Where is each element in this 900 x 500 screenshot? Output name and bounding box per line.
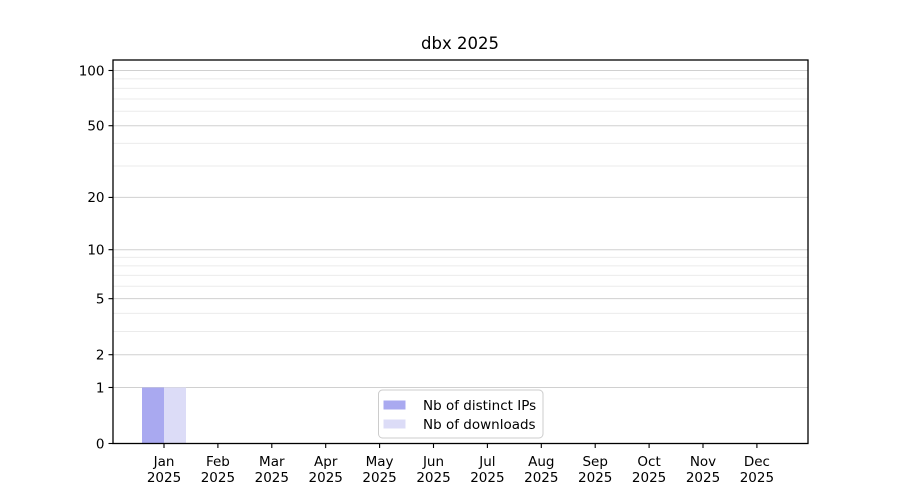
x-tick-year-label: 2025 bbox=[524, 470, 558, 486]
legend-label: Nb of distinct IPs bbox=[423, 398, 536, 414]
plot-border bbox=[112, 59, 809, 445]
y-tick-label: 100 bbox=[79, 63, 105, 79]
x-tick-year-label: 2025 bbox=[201, 470, 235, 486]
bar bbox=[164, 387, 186, 444]
legend-swatch bbox=[383, 400, 406, 410]
x-axis: Jan2025Feb2025Mar2025Apr2025May2025Jun20… bbox=[147, 443, 774, 486]
bar-series-1 bbox=[164, 387, 186, 444]
x-tick-year-label: 2025 bbox=[362, 470, 396, 486]
x-tick-month-label: Nov bbox=[690, 454, 716, 470]
x-tick-year-label: 2025 bbox=[416, 470, 450, 486]
bar bbox=[142, 387, 164, 444]
y-tick-label: 10 bbox=[87, 242, 104, 258]
bar-series-0 bbox=[142, 387, 164, 444]
x-tick-year-label: 2025 bbox=[309, 470, 343, 486]
x-tick-month-label: Jun bbox=[422, 454, 444, 470]
legend-label: Nb of downloads bbox=[423, 417, 536, 433]
y-tick-label: 2 bbox=[96, 348, 105, 364]
x-tick-month-label: Apr bbox=[314, 454, 338, 470]
y-tick-label: 5 bbox=[96, 291, 105, 307]
x-tick-year-label: 2025 bbox=[255, 470, 289, 486]
x-tick-year-label: 2025 bbox=[686, 470, 720, 486]
x-tick-month-label: Jul bbox=[478, 454, 495, 470]
y-tick-label: 1 bbox=[96, 380, 105, 396]
chart-root: 0125102050100Jan2025Feb2025Mar2025Apr202… bbox=[79, 59, 809, 486]
legend-box bbox=[378, 389, 544, 439]
x-tick-month-label: Dec bbox=[744, 454, 770, 470]
x-tick-year-label: 2025 bbox=[147, 470, 181, 486]
chart-title: dbx 2025 bbox=[421, 34, 499, 53]
x-tick-year-label: 2025 bbox=[632, 470, 666, 486]
x-tick-month-label: Aug bbox=[528, 454, 554, 470]
x-tick-month-label: Jan bbox=[153, 454, 175, 470]
x-tick-year-label: 2025 bbox=[470, 470, 504, 486]
x-tick-month-label: Sep bbox=[582, 454, 607, 470]
y-tick-label: 50 bbox=[87, 119, 104, 135]
y-gridlines-minor bbox=[113, 78, 808, 332]
y-gridlines-major bbox=[113, 69, 808, 388]
x-tick-month-label: Feb bbox=[206, 454, 230, 470]
x-tick-month-label: May bbox=[366, 454, 394, 470]
y-axis: 0 1 2 5 10 20 50 100 bbox=[79, 63, 113, 452]
y-tick-label: 0 bbox=[96, 436, 105, 452]
x-tick-month-label: Oct bbox=[637, 454, 660, 470]
x-tick-year-label: 2025 bbox=[740, 470, 774, 486]
x-tick-year-label: 2025 bbox=[578, 470, 612, 486]
legend-swatch bbox=[383, 419, 406, 429]
legend: Nb of distinct IPs Nb of downloads bbox=[378, 389, 544, 439]
y-tick-label: 20 bbox=[87, 190, 104, 206]
x-tick-month-label: Mar bbox=[259, 454, 285, 470]
